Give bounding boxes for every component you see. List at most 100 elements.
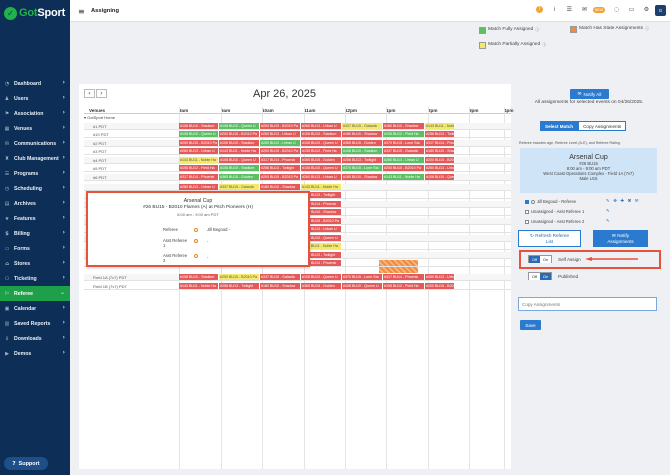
match-cell[interactable]: #256 BU13 - Twilight: [425, 131, 455, 137]
edit-pencil-icon[interactable]: ✎: [606, 219, 610, 224]
match-cell[interactable]: #337 BU15 - Galactic: [219, 184, 260, 190]
match-cell[interactable]: #108 BU10 - Queen U: [219, 123, 260, 129]
inbox-icon[interactable]: ✉: [581, 6, 587, 13]
match-cell[interactable]: #106 BU10 - Stadium: [219, 140, 260, 146]
add-icon[interactable]: ✚: [620, 199, 625, 204]
sidebar-item-users[interactable]: ♟ Users ›: [0, 91, 70, 106]
sidebar-item-scheduling[interactable]: ◷ Scheduling ›: [0, 181, 70, 196]
match-cell[interactable]: #260 BU13 - Urban U: [425, 165, 455, 171]
sidebar-item-features[interactable]: ★ Features ›: [0, 211, 70, 226]
match-cell[interactable]: #317 BU14 - Phoenix: [260, 157, 301, 163]
official-row-referee[interactable]: Jill Begood - Referee: [525, 199, 576, 204]
match-cell[interactable]: #365 BU15 - Golden: [301, 283, 342, 289]
match-cell[interactable]: #108 BU10 - Queen U: [219, 157, 260, 163]
sidebar-item-association[interactable]: ⚑ Association ›: [0, 106, 70, 121]
match-cell[interactable]: #143 BU11 - Noble Ha: [301, 184, 342, 190]
venue-group-header[interactable]: ▾ GotSport Home: [84, 115, 115, 120]
next-day-button[interactable]: ›: [96, 89, 107, 98]
sidebar-item-billing[interactable]: $ Billing ›: [0, 226, 70, 241]
notifications-list-icon[interactable]: ☰: [566, 6, 573, 13]
match-cell[interactable]: #370 BU15 - Lone Sta: [342, 165, 383, 171]
sidebar-item-demos[interactable]: ▶ Demos ›: [0, 346, 70, 361]
match-cell[interactable]: #143 BU11 - Noble Ha: [425, 123, 455, 129]
match-cell[interactable]: #180 BU10 - Shadow: [260, 283, 301, 289]
prev-day-button[interactable]: ‹: [84, 89, 95, 98]
official-checkbox-asst2[interactable]: [525, 219, 529, 224]
popover-radio-asst1[interactable]: [194, 239, 198, 243]
match-cell[interactable]: #200 BU15 - B2010 Pa: [383, 165, 425, 171]
apps-grid-icon[interactable]: ⁞: [553, 6, 556, 13]
hamburger-menu-icon[interactable]: ≡: [78, 7, 85, 16]
notify-all-button[interactable]: ✉ Notify All: [570, 89, 609, 99]
state-assignment-cell[interactable]: [379, 260, 419, 266]
official-radio-referee[interactable]: [531, 199, 535, 204]
support-button[interactable]: ? Support: [4, 457, 48, 470]
match-cell[interactable]: #143 BU11 - Noble Ha: [179, 157, 219, 163]
chat-icon[interactable]: ◌: [613, 6, 620, 13]
edit-pencil-icon[interactable]: ✎: [606, 209, 610, 214]
match-cell[interactable]: #260 BU13 - Urban U: [179, 148, 219, 154]
match-cell[interactable]: #180 BU10 - Shadow: [342, 174, 383, 180]
match-cell[interactable]: #260 BU13 - Urban U: [301, 174, 342, 180]
notify-assignments-button[interactable]: ✉ Notify Assignments: [593, 230, 648, 247]
email-icon[interactable]: ✉: [634, 199, 639, 204]
match-cell[interactable]: #260 BU13 - Urban U: [425, 274, 455, 280]
match-cell[interactable]: #180 BU10 - Shadow: [342, 131, 383, 137]
sidebar-item-calendar[interactable]: ▣ Calendar ›: [0, 301, 70, 316]
match-cell[interactable]: #108 BU10 - Queen U: [301, 140, 342, 146]
match-cell[interactable]: #108 BU10 - Queen U: [425, 174, 455, 180]
sidebar-item-programs[interactable]: ☰ Programs ›: [0, 166, 70, 181]
published-toggle[interactable]: Off On: [528, 272, 552, 280]
match-cell[interactable]: #200 BU15 - B2010 Pa: [219, 274, 260, 280]
match-cell[interactable]: #106 BU10 - Stadium: [342, 148, 383, 154]
save-button[interactable]: Save: [520, 320, 541, 330]
match-cell[interactable]: #108 BU10 - Queen U: [179, 131, 219, 137]
sidebar-item-ticketing[interactable]: ⎔ Ticketing ›: [0, 271, 70, 286]
match-cell[interactable]: #256 BU13 - Twilight: [301, 252, 342, 258]
match-cell[interactable]: #106 BU10 - Stadium: [179, 274, 219, 280]
help-icon[interactable]: ?: [535, 6, 543, 13]
sidebar-item-forms[interactable]: ▭ Forms ›: [0, 241, 70, 256]
match-cell[interactable]: #143 BU11 - Noble Ha: [179, 283, 219, 289]
match-cell[interactable]: #317 BU14 - Phoenix: [383, 274, 425, 280]
match-cell[interactable]: #200 BU15 - B2010 Pa: [301, 218, 342, 224]
match-cell[interactable]: #106 BU10 - Stadium: [301, 131, 342, 137]
match-cell[interactable]: #200 BU15 - B2010 Pa: [219, 131, 260, 137]
self-assign-toggle[interactable]: Off On: [528, 255, 552, 263]
popover-radio-referee[interactable]: [194, 228, 198, 232]
match-cell[interactable]: #317 BU14 - Phoenix: [301, 260, 342, 266]
official-checkbox-asst1[interactable]: [525, 209, 529, 214]
match-cell[interactable]: #370 BU15 - Lone Sta: [383, 140, 425, 146]
tab-select-match[interactable]: Select Match: [540, 121, 579, 131]
sidebar-item-stores[interactable]: ⌂ Stores ›: [0, 256, 70, 271]
match-cell[interactable]: #106 BU10 - Stadium: [219, 165, 260, 171]
match-cell[interactable]: #256 BU13 - Twilight: [301, 192, 342, 198]
info-icon[interactable]: ⓘ: [542, 42, 547, 47]
message-icon[interactable]: ▭: [628, 6, 635, 13]
match-cell[interactable]: #108 BU10 - Queen U: [342, 283, 383, 289]
sidebar-item-archives[interactable]: ▤ Archives ›: [0, 196, 70, 211]
official-checkbox-referee[interactable]: [525, 199, 529, 204]
match-cell[interactable]: #260 BU13 - Urban U: [260, 131, 301, 137]
copy-assignments-input[interactable]: Copy Assignments: [518, 297, 657, 311]
match-cell[interactable]: #180 BU10 - Shadow: [260, 184, 301, 190]
match-cell[interactable]: #143 BU11 - Noble Ha: [301, 243, 342, 249]
match-cell[interactable]: #370 BU15 - Lone Sta: [342, 274, 383, 280]
delete-trash-icon[interactable]: ✖: [627, 199, 632, 204]
info-icon[interactable]: ⓘ: [535, 27, 540, 32]
match-cell[interactable]: #256 BU13 - Twilight: [219, 283, 260, 289]
user-avatar[interactable]: G: [655, 5, 666, 16]
match-cell[interactable]: #260 BU13 - Urban U: [383, 157, 425, 163]
refresh-referee-list-button[interactable]: ↻ Refresh Referee List: [518, 230, 581, 247]
self-assign-on[interactable]: On: [540, 256, 551, 263]
match-cell[interactable]: #180 BU10 - Shadow: [425, 148, 455, 154]
match-cell[interactable]: #317 BU14 - Phoenix: [425, 140, 455, 146]
match-cell[interactable]: #106 BU10 - Stadium: [179, 123, 219, 129]
match-cell[interactable]: #200 BU15 - B2010 Pa: [260, 174, 301, 180]
sidebar-item-downloads[interactable]: ⇩ Downloads ›: [0, 331, 70, 346]
match-cell[interactable]: #195 BU12 - Field Ha: [179, 165, 219, 171]
match-cell[interactable]: #337 BU15 - Galactic: [383, 148, 425, 154]
sidebar-item-saved-reports[interactable]: ▥ Saved Reports ›: [0, 316, 70, 331]
published-on[interactable]: On: [540, 273, 551, 280]
official-row-asst2[interactable]: Unassigned - Asst Referee 2: [525, 219, 584, 224]
